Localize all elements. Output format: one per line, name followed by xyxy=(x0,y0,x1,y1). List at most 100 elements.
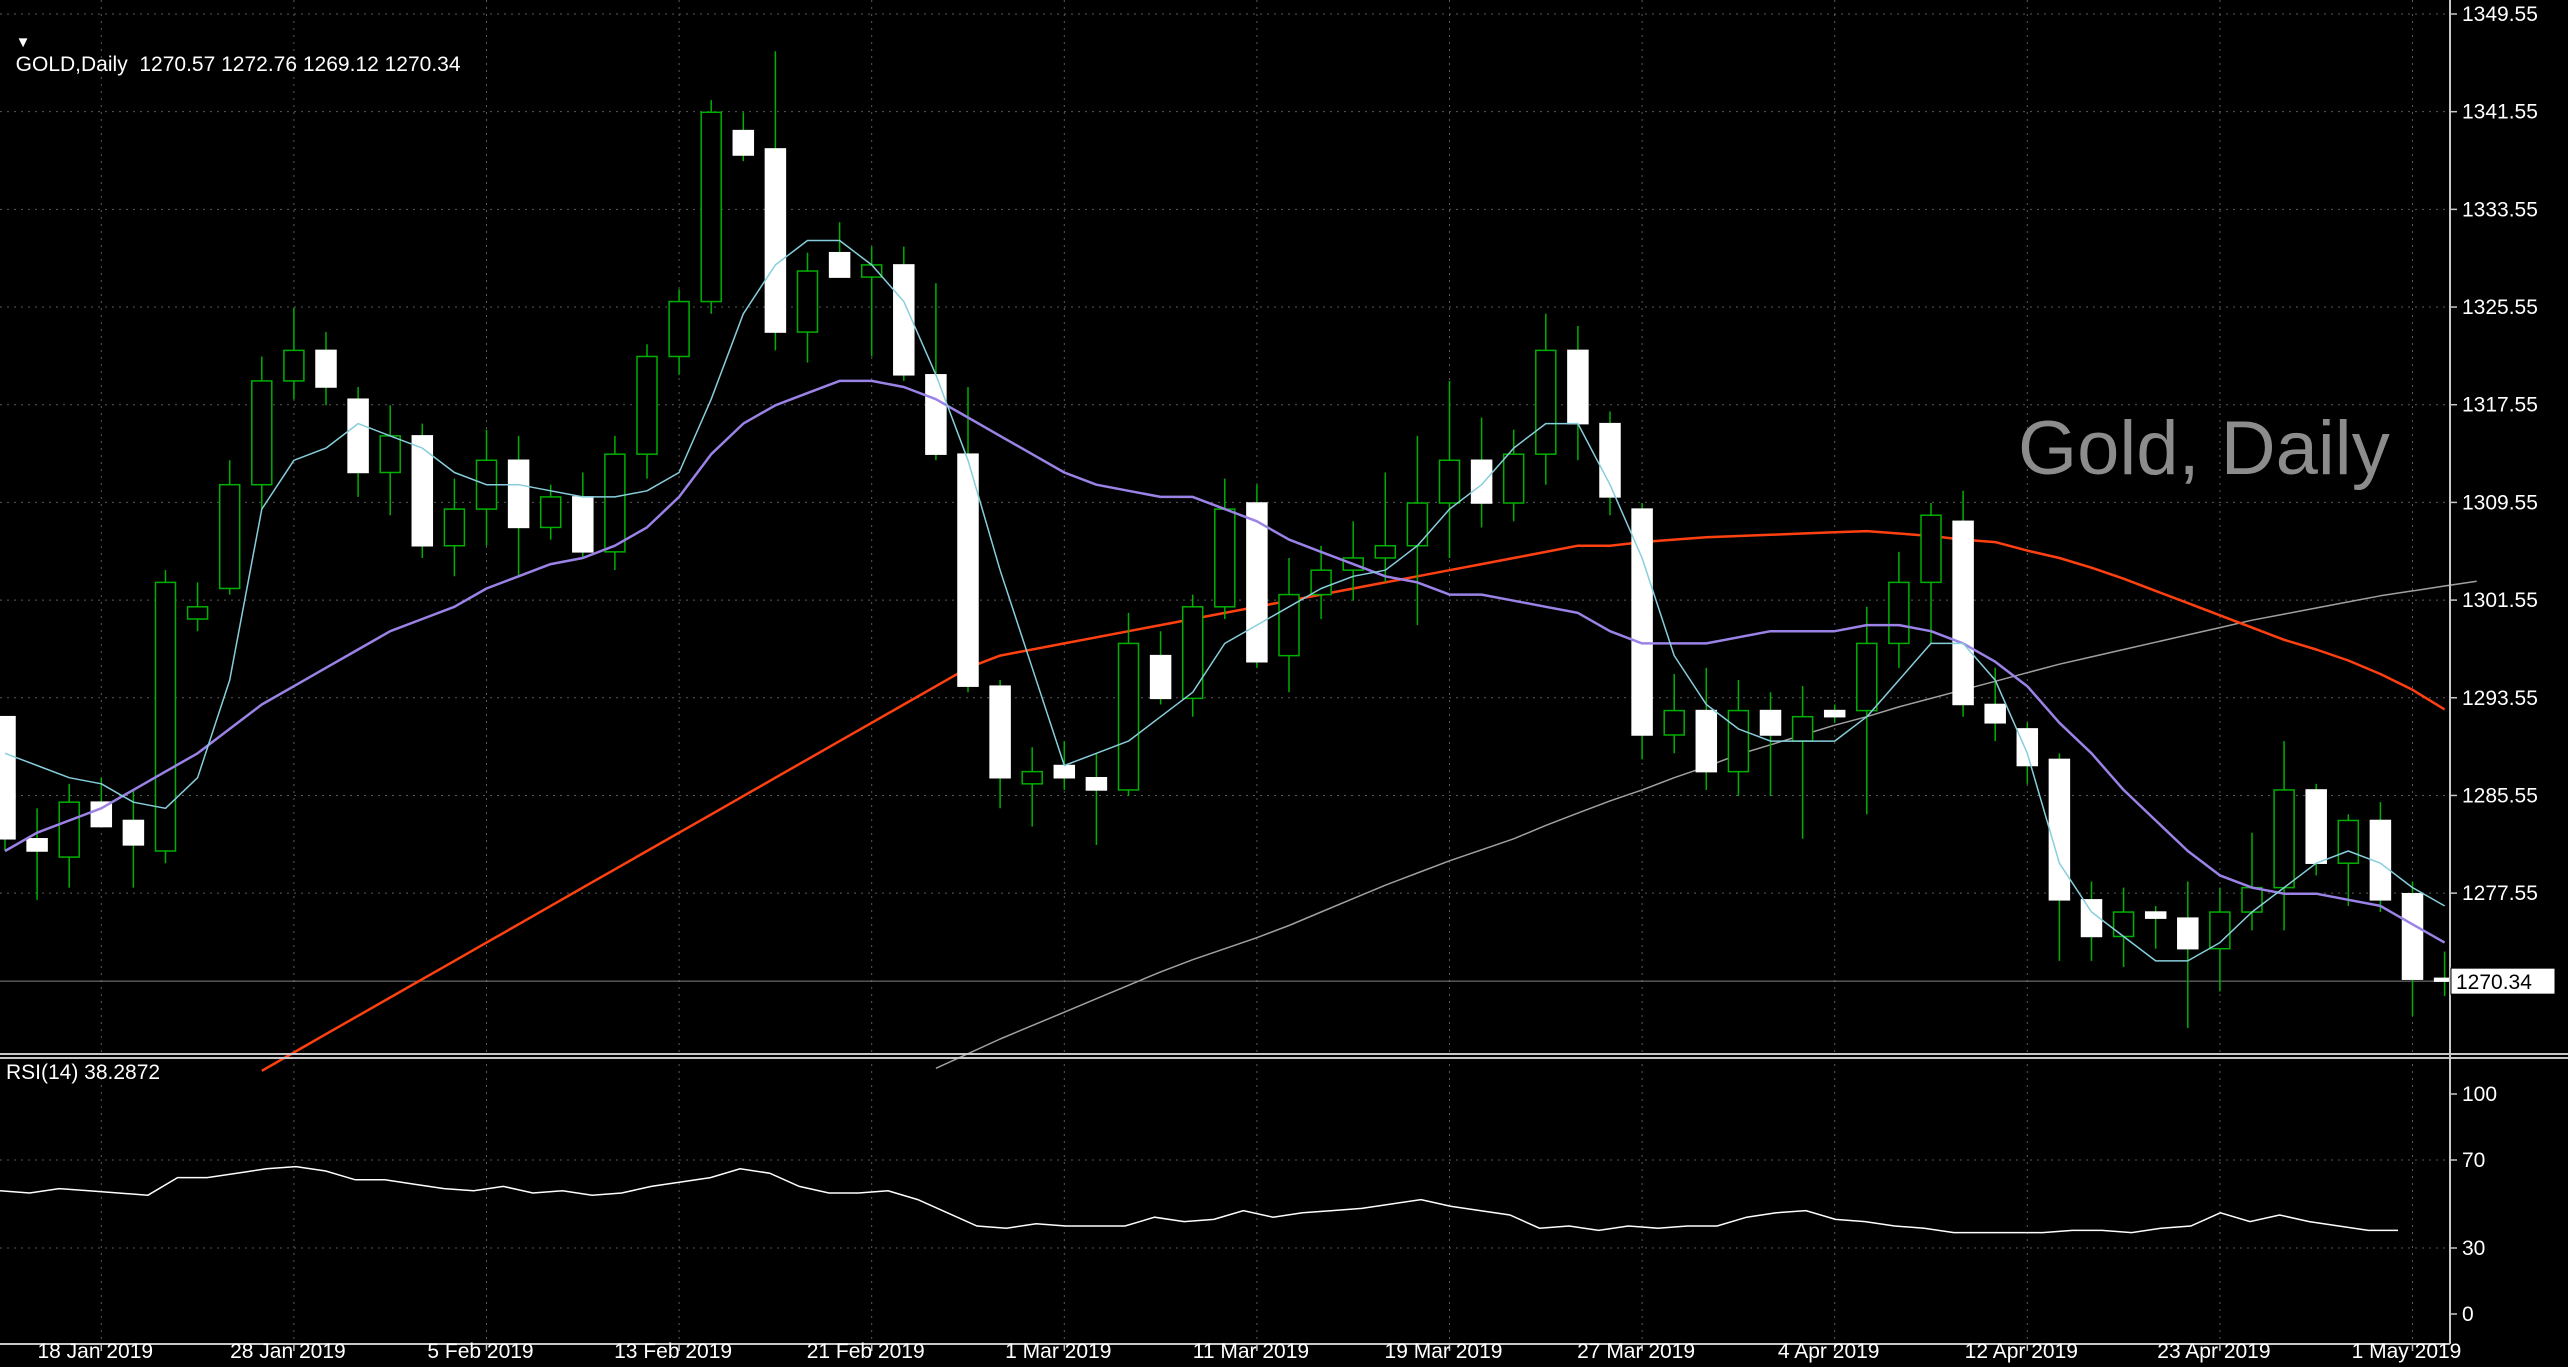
candle-bear xyxy=(1952,520,1974,706)
ma-fast-line xyxy=(4,239,2445,962)
price-tick-label: 1317.55 xyxy=(2462,394,2538,417)
candle-bear xyxy=(1631,508,1653,736)
price-tick-label: 1325.55 xyxy=(2462,296,2538,319)
candle-bull xyxy=(1856,642,1878,712)
candle-bull xyxy=(636,355,658,455)
candle-bear xyxy=(1149,654,1172,700)
time-tick-label: 5 Feb 2019 xyxy=(427,1340,533,1363)
candle-bull xyxy=(443,508,466,547)
time-tick-label: 12 Apr 2019 xyxy=(1965,1340,2078,1363)
candle-bear xyxy=(957,453,979,687)
dropdown-triangle-icon[interactable]: ▼ xyxy=(15,34,31,51)
candle-bear xyxy=(1599,422,1621,498)
candle-bull xyxy=(1278,593,1300,657)
candle-bull xyxy=(1214,508,1236,608)
candle-bull xyxy=(2337,819,2360,864)
candle-bull xyxy=(1021,770,1043,785)
candle-bull xyxy=(1406,502,1429,547)
candle-bear xyxy=(1085,776,1108,791)
time-tick-label: 19 Mar 2019 xyxy=(1385,1340,1503,1363)
candle-bear xyxy=(90,801,113,828)
candle-bear xyxy=(1053,764,1076,779)
candle-bear xyxy=(2305,789,2327,864)
last-price-box xyxy=(2450,967,2556,995)
last-price-label: 1270.34 xyxy=(2456,971,2532,994)
candle-bull xyxy=(1310,569,1332,596)
candle-bear xyxy=(2144,911,2167,919)
candle-bull xyxy=(539,496,562,529)
time-tick-label: 27 Mar 2019 xyxy=(1577,1340,1695,1363)
time-tick-label: 11 Mar 2019 xyxy=(1193,1340,1309,1363)
watermark: Gold, Daily xyxy=(2018,406,2390,491)
candle-bull xyxy=(1727,709,1750,773)
price-tick-label: 1349.55 xyxy=(2462,3,2538,26)
price-tick-label: 1309.55 xyxy=(2462,491,2538,514)
candle-bear xyxy=(2401,892,2424,980)
candle-bull xyxy=(700,111,722,303)
candle-bear xyxy=(732,129,755,156)
candle-bear xyxy=(1246,502,1268,663)
candle-bear xyxy=(989,685,1011,779)
candle-bull xyxy=(154,581,177,852)
price-tick-label: 1341.55 xyxy=(2462,101,2538,124)
price-tick-label: 1277.55 xyxy=(2462,882,2538,905)
header-bar: ▼ GOLD,Daily 1270.57 1272.76 1269.12 127… xyxy=(4,5,461,77)
ma-mid-layer xyxy=(4,379,2446,944)
candle-bear xyxy=(1695,709,1718,773)
rsi-indicator-label: RSI(14) 38.2872 xyxy=(6,1061,161,1084)
candle-bull xyxy=(218,483,241,590)
candle-bull xyxy=(1502,453,1525,504)
rsi-tick-label: 70 xyxy=(2462,1149,2485,1172)
price-tick-label: 1293.55 xyxy=(2462,687,2538,710)
time-tick-label: 28 Jan 2019 xyxy=(230,1340,346,1363)
ma-mid-line xyxy=(4,379,2446,944)
candle-bear xyxy=(925,374,947,455)
candle-bear xyxy=(2177,917,2199,950)
axis-labels: 1349.55 1341.55 1333.55 1325.55 1317.55 1309.… xyxy=(37,3,2556,1363)
candle-bull xyxy=(2241,886,2263,913)
time-tick-label: 13 Feb 2019 xyxy=(614,1340,732,1363)
candle-bear xyxy=(572,496,594,553)
ohlc-values: 1270.57 1272.76 1269.12 1270.34 xyxy=(139,53,461,76)
candle-bull xyxy=(1535,349,1557,455)
candle-bear xyxy=(2080,899,2103,938)
candle-bull xyxy=(2209,911,2231,950)
candle-bull xyxy=(379,435,401,474)
candle-bear xyxy=(507,459,530,529)
candle-bear xyxy=(1470,459,1493,504)
candle-bull xyxy=(1181,606,1204,700)
candle-bull xyxy=(1438,459,1461,504)
time-tick-label: 21 Feb 2019 xyxy=(807,1340,925,1363)
candle-bear xyxy=(828,251,851,278)
candle-bear xyxy=(315,349,337,388)
candle-bear xyxy=(347,398,369,474)
candle-bull xyxy=(58,801,80,858)
candle-bull xyxy=(251,380,273,486)
candle-bear xyxy=(26,838,48,852)
rsi-tick-label: 30 xyxy=(2462,1237,2485,1260)
time-tick-label: 23 Apr 2019 xyxy=(2157,1340,2270,1363)
candle-bull xyxy=(1791,715,1814,742)
price-tick-label: 1333.55 xyxy=(2462,198,2538,221)
ma-fast-layer xyxy=(4,239,2445,962)
time-tick-label: 18 Jan 2019 xyxy=(37,1340,153,1363)
candle-bear xyxy=(0,715,16,840)
candle-bull xyxy=(186,606,209,620)
candle-bull xyxy=(2112,911,2135,938)
candle-bull xyxy=(668,300,690,358)
rsi-line xyxy=(0,1165,2398,1234)
symbol-label: GOLD,Daily xyxy=(15,53,128,76)
candle-bull xyxy=(1888,581,1910,645)
candles-layer xyxy=(0,51,2456,1029)
candle-bull xyxy=(1920,514,1942,584)
rsi-tick-label: 0 xyxy=(2462,1303,2474,1326)
candle-bull xyxy=(1663,709,1685,736)
candle-bull xyxy=(1117,642,1140,791)
rsi-tick-label: 100 xyxy=(2462,1083,2497,1106)
candle-bear xyxy=(122,819,145,846)
price-tick-label: 1285.55 xyxy=(2462,784,2538,807)
candle-bull xyxy=(604,453,626,553)
